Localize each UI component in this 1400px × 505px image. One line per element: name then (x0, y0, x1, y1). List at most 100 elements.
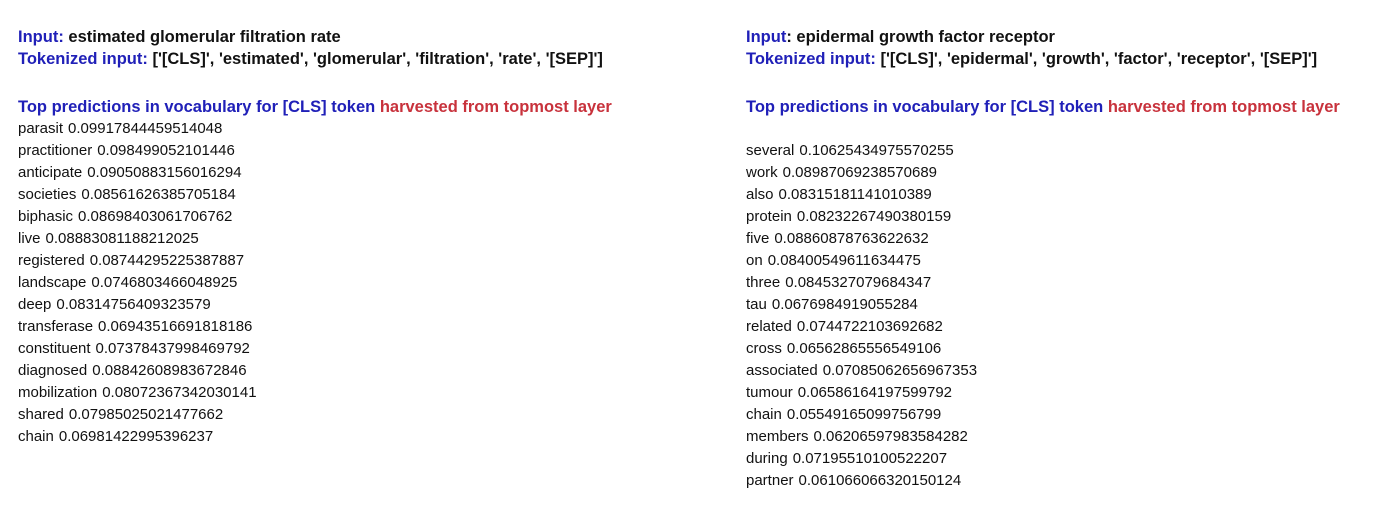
prediction-score: 0.07195510100522207 (792, 450, 948, 467)
prediction-score: 0.061066066320150124 (798, 472, 962, 489)
prediction-row: shared 0.07985025021477662 (18, 404, 718, 426)
prediction-word: tumour (746, 384, 793, 401)
input-line: Input: epidermal growth factor receptor (746, 26, 1396, 48)
input-value: estimated glomerular filtration rate (68, 28, 341, 46)
prediction-row: live 0.08883081188212025 (18, 228, 718, 250)
prediction-word: chain (18, 428, 54, 445)
prediction-row: deep 0.08314756409323579 (18, 294, 718, 316)
prediction-word: live (18, 230, 41, 247)
right-panel: Input: epidermal growth factor receptor … (746, 26, 1396, 492)
prediction-score: 0.08883081188212025 (45, 230, 199, 247)
tokenized-input-label: Tokenized input: (746, 50, 876, 68)
prediction-score: 0.0676984919055284 (771, 296, 918, 313)
predictions-heading-highlight: harvested from topmost layer (379, 98, 612, 116)
prediction-score: 0.08860878763622632 (774, 230, 929, 247)
prediction-word: partner (746, 472, 794, 489)
prediction-score: 0.06562865556549106 (786, 340, 942, 357)
input-line: Input: estimated glomerular filtration r… (18, 26, 718, 48)
predictions-heading-highlight: harvested from topmost layer (1107, 98, 1340, 116)
prediction-word: shared (18, 406, 64, 423)
prediction-word: practitioner (18, 142, 93, 159)
prediction-row: several 0.10625434975570255 (746, 140, 1396, 162)
prediction-score: 0.08314756409323579 (56, 296, 211, 313)
prediction-word: anticipate (18, 164, 83, 181)
prediction-score: 0.05549165099756799 (786, 406, 942, 423)
prediction-word: mobilization (18, 384, 98, 401)
left-panel: Input: estimated glomerular filtration r… (18, 26, 718, 448)
prediction-word: deep (18, 296, 52, 313)
prediction-row: tumour 0.06586164197599792 (746, 382, 1396, 404)
predictions-heading-text: Top predictions in vocabulary for [CLS] … (18, 98, 376, 116)
prediction-word: five (746, 230, 770, 247)
prediction-score: 0.0746803466048925 (91, 274, 238, 291)
tokenized-input-value: ['[CLS]', 'estimated', 'glomerular', 'fi… (152, 50, 603, 68)
prediction-word: transferase (18, 318, 94, 335)
prediction-score: 0.09917844459514048 (68, 120, 223, 137)
prediction-word: parasit (18, 120, 64, 137)
prediction-row: tau 0.0676984919055284 (746, 294, 1396, 316)
prediction-row: transferase 0.06943516691818186 (18, 316, 718, 338)
prediction-row: practitioner 0.098499052101446 (18, 140, 718, 162)
tokenized-input-line: Tokenized input: ['[CLS]', 'epidermal', … (746, 48, 1396, 70)
prediction-word: related (746, 318, 792, 335)
input-label: Input: (18, 28, 64, 46)
prediction-word: cross (746, 340, 782, 357)
prediction-word: protein (746, 208, 792, 225)
prediction-row: on 0.08400549611634475 (746, 250, 1396, 272)
prediction-score: 0.098499052101446 (97, 142, 235, 159)
prediction-score: 0.08561626385705184 (81, 186, 236, 203)
input-value: epidermal growth factor receptor (796, 28, 1055, 46)
prediction-score: 0.08072367342030141 (102, 384, 257, 401)
prediction-word: diagnosed (18, 362, 88, 379)
prediction-row: chain 0.06981422995396237 (18, 426, 718, 448)
prediction-score: 0.06206597983584282 (813, 428, 968, 445)
prediction-row: during 0.07195510100522207 (746, 448, 1396, 470)
tokenized-input-line: Tokenized input: ['[CLS]', 'estimated', … (18, 48, 718, 70)
prediction-row: chain 0.05549165099756799 (746, 404, 1396, 426)
prediction-score: 0.08400549611634475 (767, 252, 921, 269)
prediction-score: 0.06981422995396237 (58, 428, 214, 445)
prediction-score: 0.07985025021477662 (68, 406, 224, 423)
prediction-row: registered 0.08744295225387887 (18, 250, 718, 272)
prediction-row: partner 0.061066066320150124 (746, 470, 1396, 492)
prediction-score: 0.10625434975570255 (799, 142, 954, 159)
prediction-word: several (746, 142, 795, 159)
prediction-row: biphasic 0.08698403061706762 (18, 206, 718, 228)
input-label: Input (746, 28, 787, 46)
tokenized-input-label: Tokenized input: (18, 50, 148, 68)
prediction-row: associated 0.07085062656967353 (746, 360, 1396, 382)
prediction-score: 0.0845327079684347 (785, 274, 932, 291)
predictions-heading-text: Top predictions in vocabulary for [CLS] … (746, 98, 1104, 116)
prediction-row: cross 0.06562865556549106 (746, 338, 1396, 360)
predictions-heading: Top predictions in vocabulary for [CLS] … (18, 96, 718, 118)
prediction-score: 0.07085062656967353 (822, 362, 978, 379)
prediction-word: also (746, 186, 774, 203)
prediction-score: 0.08744295225387887 (89, 252, 245, 269)
prediction-word: registered (18, 252, 85, 269)
prediction-score: 0.08232267490380159 (796, 208, 952, 225)
prediction-score: 0.06586164197599792 (797, 384, 953, 401)
prediction-score: 0.08987069238570689 (782, 164, 938, 181)
prediction-row: mobilization 0.08072367342030141 (18, 382, 718, 404)
prediction-row: diagnosed 0.08842608983672846 (18, 360, 718, 382)
prediction-row: societies 0.08561626385705184 (18, 184, 718, 206)
prediction-score: 0.08315181141010389 (778, 186, 932, 203)
prediction-row: landscape 0.0746803466048925 (18, 272, 718, 294)
prediction-word: on (746, 252, 763, 269)
prediction-word: constituent (18, 340, 91, 357)
prediction-score: 0.0744722103692682 (796, 318, 943, 335)
prediction-score: 0.08842608983672846 (92, 362, 247, 379)
prediction-word: chain (746, 406, 782, 423)
prediction-row: three 0.0845327079684347 (746, 272, 1396, 294)
prediction-word: landscape (18, 274, 87, 291)
prediction-word: associated (746, 362, 818, 379)
prediction-word: tau (746, 296, 767, 313)
prediction-word: societies (18, 186, 77, 203)
prediction-row: also 0.08315181141010389 (746, 184, 1396, 206)
prediction-row: related 0.0744722103692682 (746, 316, 1396, 338)
prediction-row: protein 0.08232267490380159 (746, 206, 1396, 228)
prediction-row: anticipate 0.09050883156016294 (18, 162, 718, 184)
prediction-row: work 0.08987069238570689 (746, 162, 1396, 184)
input-colon: : (786, 28, 792, 46)
prediction-word: biphasic (18, 208, 74, 225)
